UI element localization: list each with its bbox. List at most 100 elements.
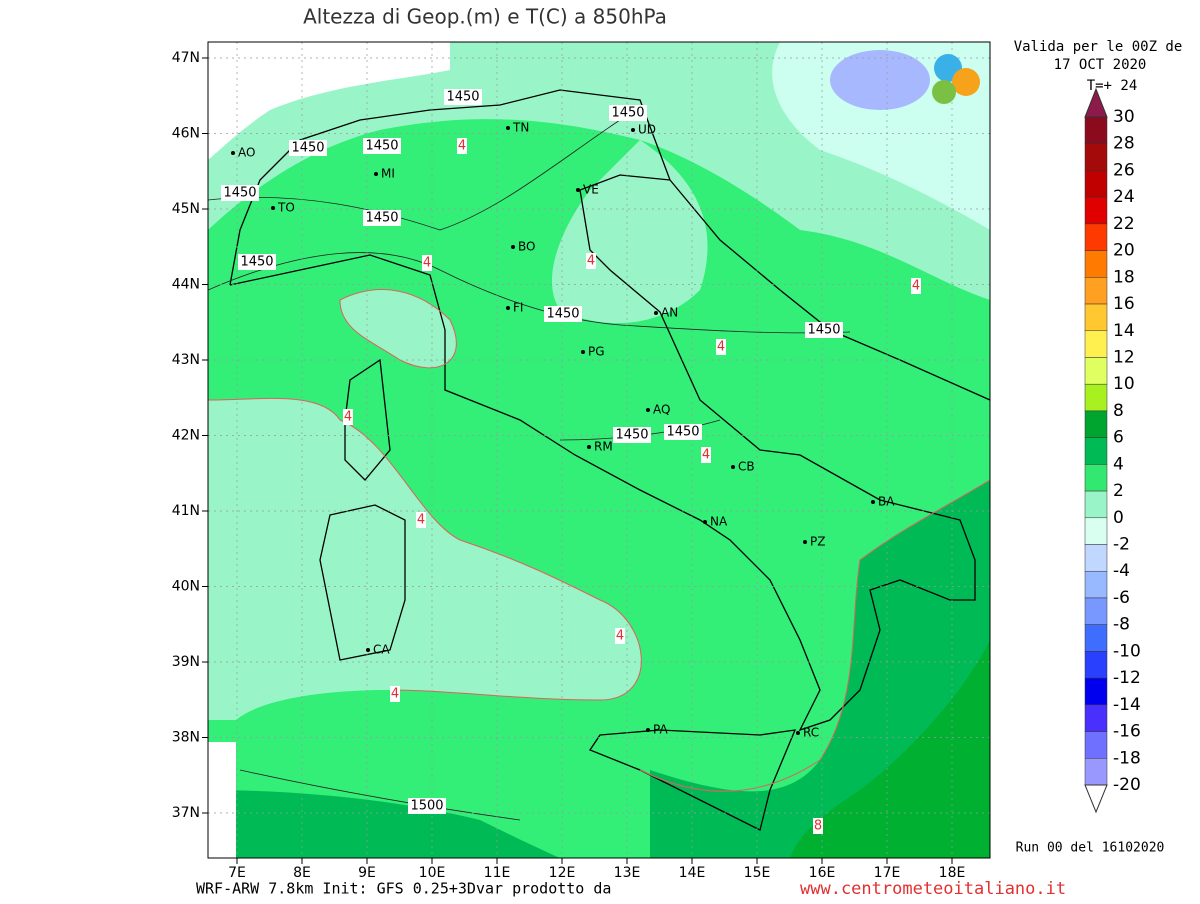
colorbar-box bbox=[1084, 383, 1108, 412]
contour-label-bg bbox=[813, 818, 823, 834]
colorbar-box bbox=[1084, 116, 1108, 144]
city-label: TO bbox=[277, 201, 295, 215]
contour-label: 4 bbox=[344, 410, 352, 425]
contour-label: 1450 bbox=[240, 255, 273, 270]
contour-label-bg bbox=[363, 210, 401, 226]
colorbar-top bbox=[1084, 87, 1108, 118]
city-dot bbox=[631, 128, 635, 132]
contour-label: 4 bbox=[912, 279, 920, 294]
colorbar-box bbox=[1084, 410, 1108, 438]
contour-label-bg bbox=[805, 322, 843, 338]
contour-label: 1450 bbox=[611, 106, 644, 121]
contour-label-bg bbox=[544, 306, 582, 322]
lon-label: 14E bbox=[679, 865, 706, 881]
lat-label: 43N bbox=[172, 352, 200, 368]
contour-label-bg bbox=[416, 512, 426, 528]
lon-label: 9E bbox=[358, 865, 376, 881]
contour-label-bg bbox=[408, 798, 446, 814]
colorbar-box bbox=[1084, 196, 1108, 225]
city-dot bbox=[231, 151, 235, 155]
contour-label: 4 bbox=[717, 340, 725, 355]
colorbar-box bbox=[1084, 357, 1108, 385]
validity-line: 17 OCT 2020 bbox=[1054, 57, 1147, 73]
colorbar-box bbox=[1084, 517, 1108, 545]
colorbar-label: -20 bbox=[1113, 775, 1141, 795]
contour-label: 4 bbox=[417, 513, 425, 528]
colorbar-label: 0 bbox=[1113, 508, 1124, 528]
lat-label: 39N bbox=[172, 654, 200, 670]
colorbar-box bbox=[1084, 464, 1108, 492]
city-dot bbox=[731, 465, 735, 469]
colorbar-label: -12 bbox=[1113, 668, 1141, 688]
lon-label: 13E bbox=[614, 865, 641, 881]
colorbar-label: 8 bbox=[1113, 401, 1124, 421]
colorbar-box bbox=[1084, 303, 1108, 332]
colorbar-label: 28 bbox=[1113, 134, 1135, 154]
colorbar-label: -16 bbox=[1113, 722, 1141, 742]
contour-label-bg bbox=[422, 255, 432, 271]
contour-label-bg bbox=[390, 686, 400, 702]
colorbar-box bbox=[1084, 250, 1108, 278]
city-dot bbox=[506, 126, 510, 130]
colorbar-box bbox=[1084, 597, 1108, 625]
colorbar-box bbox=[1084, 570, 1108, 599]
colorbar-label: 26 bbox=[1113, 160, 1135, 180]
city-dot bbox=[587, 445, 591, 449]
map-fields bbox=[208, 42, 990, 858]
website: www.centrometeoitaliano.it bbox=[800, 879, 1066, 899]
validity-line: Valida per le 00Z de bbox=[1014, 39, 1183, 55]
colorbar-label: -2 bbox=[1113, 535, 1130, 555]
colorbar-label: 16 bbox=[1113, 294, 1135, 314]
contour-label: 4 bbox=[587, 254, 595, 269]
contour-label: 4 bbox=[616, 629, 624, 644]
city-label: UD bbox=[638, 123, 656, 137]
lon-label: 16E bbox=[809, 865, 836, 881]
colorbar-label: 14 bbox=[1113, 321, 1135, 341]
colorbar-box bbox=[1084, 330, 1108, 358]
city-label: NA bbox=[710, 515, 728, 529]
city-label: CB bbox=[738, 460, 755, 474]
lat-label: 40N bbox=[172, 579, 200, 595]
colorbar-label: 20 bbox=[1113, 241, 1135, 261]
colorbar-box bbox=[1084, 731, 1108, 759]
lon-label: 10E bbox=[419, 865, 446, 881]
lat-label: 37N bbox=[172, 805, 200, 821]
lon-label: 12E bbox=[549, 865, 576, 881]
city-label: BA bbox=[878, 495, 895, 509]
contour-label-bg bbox=[289, 140, 327, 156]
contour-label-bg bbox=[664, 424, 702, 440]
colorbar-label: 4 bbox=[1113, 454, 1124, 474]
contour-label-bg bbox=[343, 409, 353, 425]
contour-label: 1500 bbox=[410, 799, 443, 814]
contour-label: 1450 bbox=[615, 428, 648, 443]
colorbar-label: -10 bbox=[1113, 641, 1141, 661]
colorbar-label: 10 bbox=[1113, 374, 1135, 394]
colorbar-label: -8 bbox=[1113, 615, 1130, 635]
lon-label: 7E bbox=[228, 865, 246, 881]
city-label: TN bbox=[512, 121, 529, 135]
city-label: PA bbox=[653, 723, 668, 737]
contour-label: 4 bbox=[391, 687, 399, 702]
contour-label-bg bbox=[444, 89, 482, 105]
city-dot bbox=[506, 306, 510, 310]
contour-label: 4 bbox=[702, 448, 710, 463]
colorbar-box bbox=[1084, 624, 1108, 652]
contour-label: 1450 bbox=[446, 90, 479, 105]
colorbar-label: 24 bbox=[1113, 187, 1135, 207]
colorbar-box bbox=[1084, 758, 1108, 786]
colorbar-label: -18 bbox=[1113, 748, 1141, 768]
city-label: AN bbox=[661, 306, 678, 320]
contour-label-bg bbox=[911, 278, 921, 294]
colorbar-label: -4 bbox=[1113, 561, 1130, 581]
colorbar-box bbox=[1084, 437, 1108, 465]
lat-label: 47N bbox=[172, 50, 200, 66]
contour-label: 1450 bbox=[807, 323, 840, 338]
contour-label-bg bbox=[716, 339, 726, 355]
lon-label: 8E bbox=[293, 865, 311, 881]
contour-label: 1450 bbox=[291, 141, 324, 156]
city-label: MI bbox=[381, 167, 395, 181]
city-dot bbox=[796, 731, 800, 735]
city-label: AQ bbox=[653, 403, 670, 417]
city-label: AO bbox=[238, 146, 255, 160]
lat-label: 42N bbox=[172, 428, 200, 444]
